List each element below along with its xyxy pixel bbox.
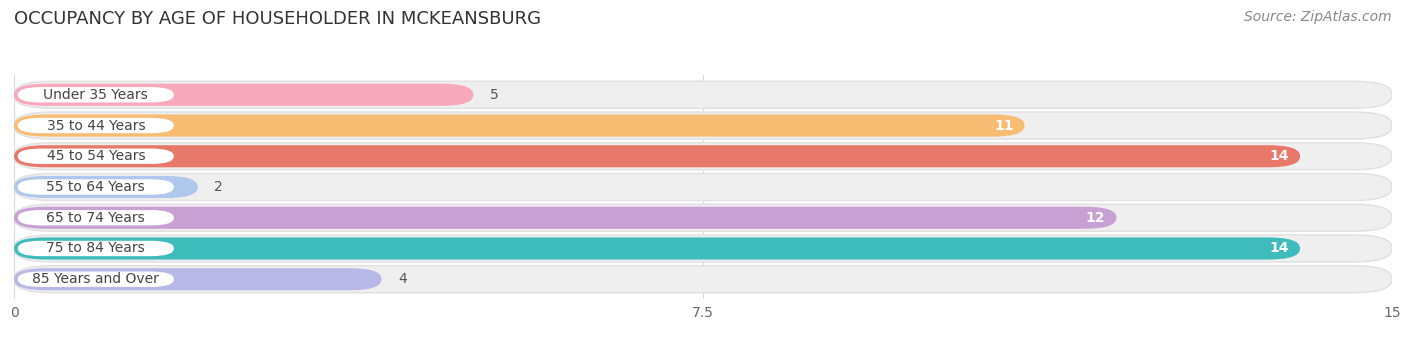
FancyBboxPatch shape xyxy=(14,207,1116,229)
FancyBboxPatch shape xyxy=(14,81,1392,108)
Text: Under 35 Years: Under 35 Years xyxy=(44,88,148,102)
Text: 75 to 84 Years: 75 to 84 Years xyxy=(46,241,145,255)
FancyBboxPatch shape xyxy=(14,268,381,290)
Text: OCCUPANCY BY AGE OF HOUSEHOLDER IN MCKEANSBURG: OCCUPANCY BY AGE OF HOUSEHOLDER IN MCKEA… xyxy=(14,10,541,28)
Text: 14: 14 xyxy=(1270,241,1289,255)
Text: 45 to 54 Years: 45 to 54 Years xyxy=(46,149,145,163)
Text: 85 Years and Over: 85 Years and Over xyxy=(32,272,159,286)
Text: Source: ZipAtlas.com: Source: ZipAtlas.com xyxy=(1244,10,1392,24)
FancyBboxPatch shape xyxy=(14,266,1392,293)
FancyBboxPatch shape xyxy=(18,87,174,102)
Text: 12: 12 xyxy=(1085,211,1105,225)
FancyBboxPatch shape xyxy=(18,118,174,133)
FancyBboxPatch shape xyxy=(14,235,1392,262)
FancyBboxPatch shape xyxy=(14,84,474,106)
FancyBboxPatch shape xyxy=(14,145,1301,167)
FancyBboxPatch shape xyxy=(18,210,174,225)
FancyBboxPatch shape xyxy=(18,149,174,164)
FancyBboxPatch shape xyxy=(14,204,1392,231)
FancyBboxPatch shape xyxy=(14,143,1392,170)
FancyBboxPatch shape xyxy=(14,237,1301,259)
FancyBboxPatch shape xyxy=(14,115,1025,137)
Text: 2: 2 xyxy=(214,180,224,194)
FancyBboxPatch shape xyxy=(14,173,1392,201)
Text: 35 to 44 Years: 35 to 44 Years xyxy=(46,119,145,133)
FancyBboxPatch shape xyxy=(14,112,1392,139)
Text: 65 to 74 Years: 65 to 74 Years xyxy=(46,211,145,225)
Text: 14: 14 xyxy=(1270,149,1289,163)
Text: 4: 4 xyxy=(398,272,406,286)
FancyBboxPatch shape xyxy=(18,179,174,195)
Text: 55 to 64 Years: 55 to 64 Years xyxy=(46,180,145,194)
FancyBboxPatch shape xyxy=(18,241,174,256)
FancyBboxPatch shape xyxy=(14,176,198,198)
Text: 5: 5 xyxy=(489,88,499,102)
FancyBboxPatch shape xyxy=(18,272,174,287)
Text: 11: 11 xyxy=(994,119,1014,133)
